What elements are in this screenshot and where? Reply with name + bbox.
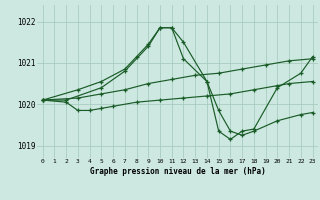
X-axis label: Graphe pression niveau de la mer (hPa): Graphe pression niveau de la mer (hPa)	[90, 167, 266, 176]
